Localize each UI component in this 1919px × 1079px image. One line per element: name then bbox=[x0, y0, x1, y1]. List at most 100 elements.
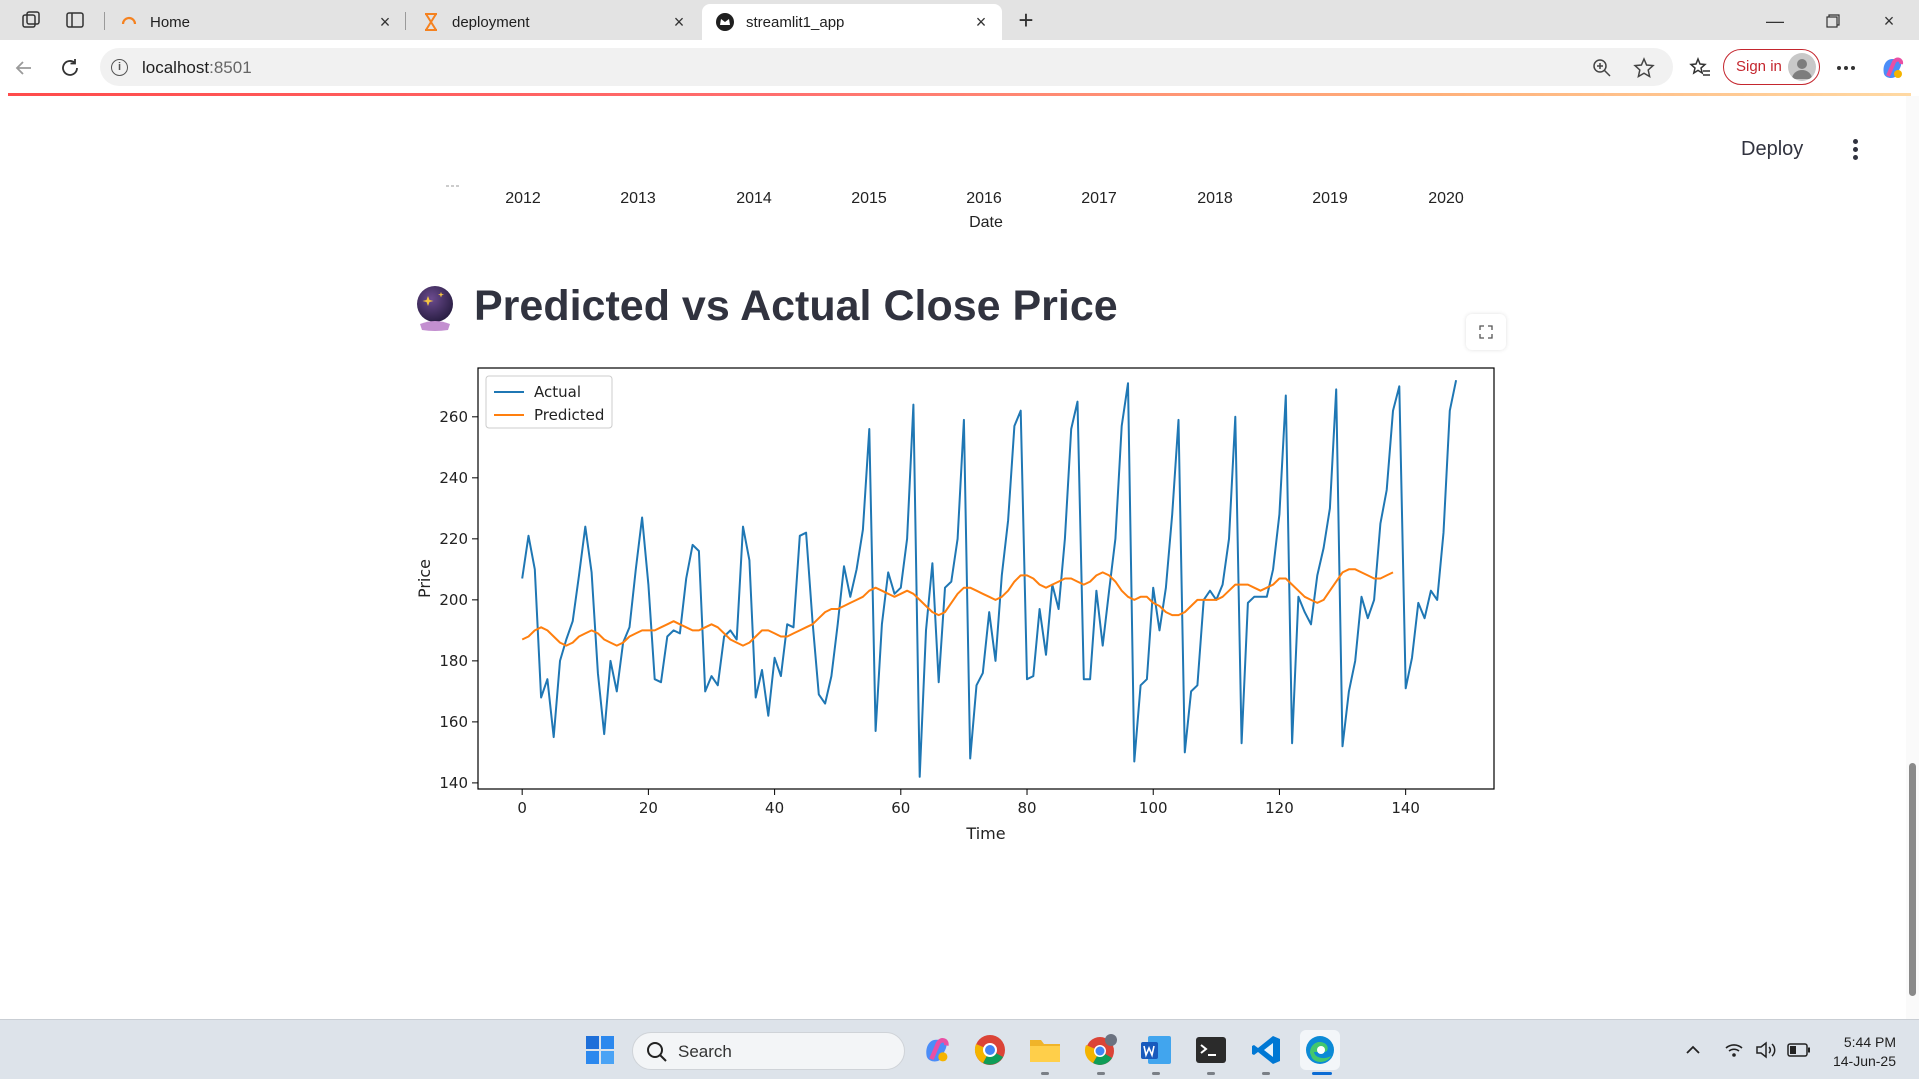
tab-title: Home bbox=[150, 13, 191, 31]
scrollbar-thumb[interactable] bbox=[1909, 763, 1916, 996]
search-icon bbox=[647, 1042, 667, 1062]
clock-time[interactable]: 5:44 PM bbox=[1843, 1034, 1896, 1050]
previous-chart-ticks bbox=[446, 185, 460, 187]
main-menu-icon[interactable] bbox=[1845, 136, 1865, 164]
legend-label: Predicted bbox=[534, 406, 604, 424]
minimize-button[interactable]: — bbox=[1766, 11, 1784, 31]
edge-icon[interactable] bbox=[1300, 1030, 1340, 1070]
profile-avatar-icon bbox=[1788, 53, 1816, 81]
x-tick-label: 40 bbox=[765, 799, 784, 817]
chrome-profile-icon[interactable] bbox=[1081, 1030, 1121, 1070]
x-tick-label: 2012 bbox=[505, 190, 541, 207]
volume-icon[interactable] bbox=[1752, 1030, 1780, 1070]
close-window-button[interactable]: × bbox=[1883, 11, 1895, 31]
new-tab-button[interactable]: + bbox=[1018, 5, 1034, 35]
tab-deployment[interactable]: deployment × bbox=[408, 4, 700, 40]
close-tab-icon[interactable]: × bbox=[673, 12, 685, 32]
show-hidden-icons-icon[interactable] bbox=[1678, 1030, 1708, 1070]
taskbar-search-box[interactable]: Search bbox=[632, 1032, 905, 1070]
x-tick-label: 2018 bbox=[1197, 190, 1233, 207]
chart-svg: 0 20 40 60 80 100 120 140 140 160 180 200 220 240 260 T… bbox=[415, 367, 1495, 843]
running-indicator bbox=[1097, 1072, 1105, 1075]
fullscreen-button[interactable] bbox=[1466, 314, 1506, 350]
active-indicator bbox=[1312, 1072, 1332, 1075]
x-axis-label: Time bbox=[965, 824, 1005, 843]
hourglass-icon bbox=[422, 13, 440, 31]
browser-toolbar: i localhost:8501 Sign in bbox=[0, 40, 1919, 96]
copilot-taskbar-icon[interactable] bbox=[916, 1030, 956, 1070]
y-tick-label: 180 bbox=[439, 652, 468, 670]
chrome-icon[interactable] bbox=[970, 1030, 1010, 1070]
predicted-vs-actual-chart: 0 20 40 60 80 100 120 140 140 160 180 200 220 240 260 T… bbox=[400, 355, 1520, 855]
y-tick-label: 200 bbox=[439, 591, 468, 609]
tab-title: deployment bbox=[452, 13, 530, 31]
zoom-icon[interactable] bbox=[1591, 57, 1613, 79]
tab-separator bbox=[104, 12, 105, 30]
legend-label: Actual bbox=[534, 383, 581, 401]
tab-home[interactable]: Home × bbox=[106, 4, 406, 40]
search-label: Search bbox=[678, 1042, 732, 1061]
vscode-icon[interactable] bbox=[1246, 1030, 1286, 1070]
x-tick-label: 80 bbox=[1017, 799, 1036, 817]
battery-icon[interactable] bbox=[1784, 1030, 1814, 1070]
url-text[interactable]: localhost:8501 bbox=[142, 58, 252, 77]
x-tick-label: 2019 bbox=[1312, 190, 1348, 207]
x-tick-label: 2020 bbox=[1428, 190, 1464, 207]
wifi-icon[interactable] bbox=[1720, 1030, 1748, 1070]
deploy-button[interactable]: Deploy bbox=[1741, 138, 1804, 160]
x-tick-label: 120 bbox=[1265, 799, 1294, 817]
series-line-predicted bbox=[521, 568, 1394, 647]
running-indicator bbox=[1262, 1072, 1270, 1075]
streamlit-crown-icon bbox=[716, 13, 734, 31]
plot-frame bbox=[477, 367, 1495, 790]
restore-button[interactable] bbox=[1810, 6, 1856, 36]
workspaces-icon[interactable] bbox=[18, 8, 44, 32]
x-tick-label: 100 bbox=[1139, 799, 1168, 817]
y-axis-label: Price bbox=[415, 559, 434, 598]
site-info-icon[interactable]: i bbox=[111, 59, 128, 76]
x-tick-label: 0 bbox=[517, 799, 527, 817]
clock-date[interactable]: 14-Jun-25 bbox=[1832, 1053, 1896, 1069]
tab-actions-icon[interactable] bbox=[62, 8, 88, 32]
x-tick-label: 2014 bbox=[736, 190, 772, 207]
crystal-ball-icon bbox=[414, 284, 458, 332]
tab-separator bbox=[405, 12, 406, 30]
x-tick-label: 20 bbox=[639, 799, 658, 817]
streamlit-app-area bbox=[6, 96, 1913, 1019]
series-line-actual bbox=[521, 379, 1458, 778]
running-indicator bbox=[1152, 1072, 1160, 1075]
x-tick-label: 2015 bbox=[851, 190, 887, 207]
running-indicator bbox=[1041, 1072, 1049, 1075]
more-menu-icon[interactable] bbox=[1830, 52, 1862, 84]
x-tick-label: 60 bbox=[891, 799, 910, 817]
streamlit-running-indicator bbox=[8, 93, 1911, 96]
terminal-icon[interactable] bbox=[1191, 1030, 1231, 1070]
x-tick-label: 140 bbox=[1391, 799, 1420, 817]
running-indicator bbox=[1207, 1072, 1215, 1075]
browser-tab-strip: Home × deployment × streamlit1_app × + —… bbox=[0, 0, 1919, 40]
x-axis-label: Date bbox=[969, 214, 1003, 231]
favorites-icon[interactable] bbox=[1684, 52, 1716, 84]
page-title: Predicted vs Actual Close Price bbox=[474, 282, 1118, 330]
back-button[interactable] bbox=[8, 52, 40, 84]
expand-icon bbox=[1479, 325, 1493, 339]
y-tick-label: 240 bbox=[439, 469, 468, 487]
start-button-icon[interactable] bbox=[580, 1030, 620, 1070]
tab-streamlit1-app[interactable]: streamlit1_app × bbox=[702, 4, 1002, 40]
sign-in-button[interactable]: Sign in bbox=[1723, 49, 1820, 85]
windows-taskbar: Search 5:44 PM 14-Jun-25 bbox=[0, 1019, 1919, 1079]
refresh-button[interactable] bbox=[54, 52, 86, 84]
copilot-icon[interactable] bbox=[1876, 52, 1908, 84]
x-tick-label: 2016 bbox=[966, 190, 1002, 207]
y-tick-label: 160 bbox=[439, 713, 468, 731]
y-tick-label: 140 bbox=[439, 774, 468, 792]
word-icon[interactable] bbox=[1136, 1030, 1176, 1070]
address-bar[interactable]: i localhost:8501 bbox=[100, 48, 1673, 86]
file-explorer-icon[interactable] bbox=[1025, 1030, 1065, 1070]
close-tab-icon[interactable]: × bbox=[975, 12, 987, 32]
favorite-star-icon[interactable] bbox=[1633, 57, 1655, 79]
streamlit-loading-icon bbox=[120, 13, 138, 31]
y-tick-label: 260 bbox=[439, 408, 468, 426]
close-tab-icon[interactable]: × bbox=[379, 12, 391, 32]
x-tick-label: 2013 bbox=[620, 190, 656, 207]
